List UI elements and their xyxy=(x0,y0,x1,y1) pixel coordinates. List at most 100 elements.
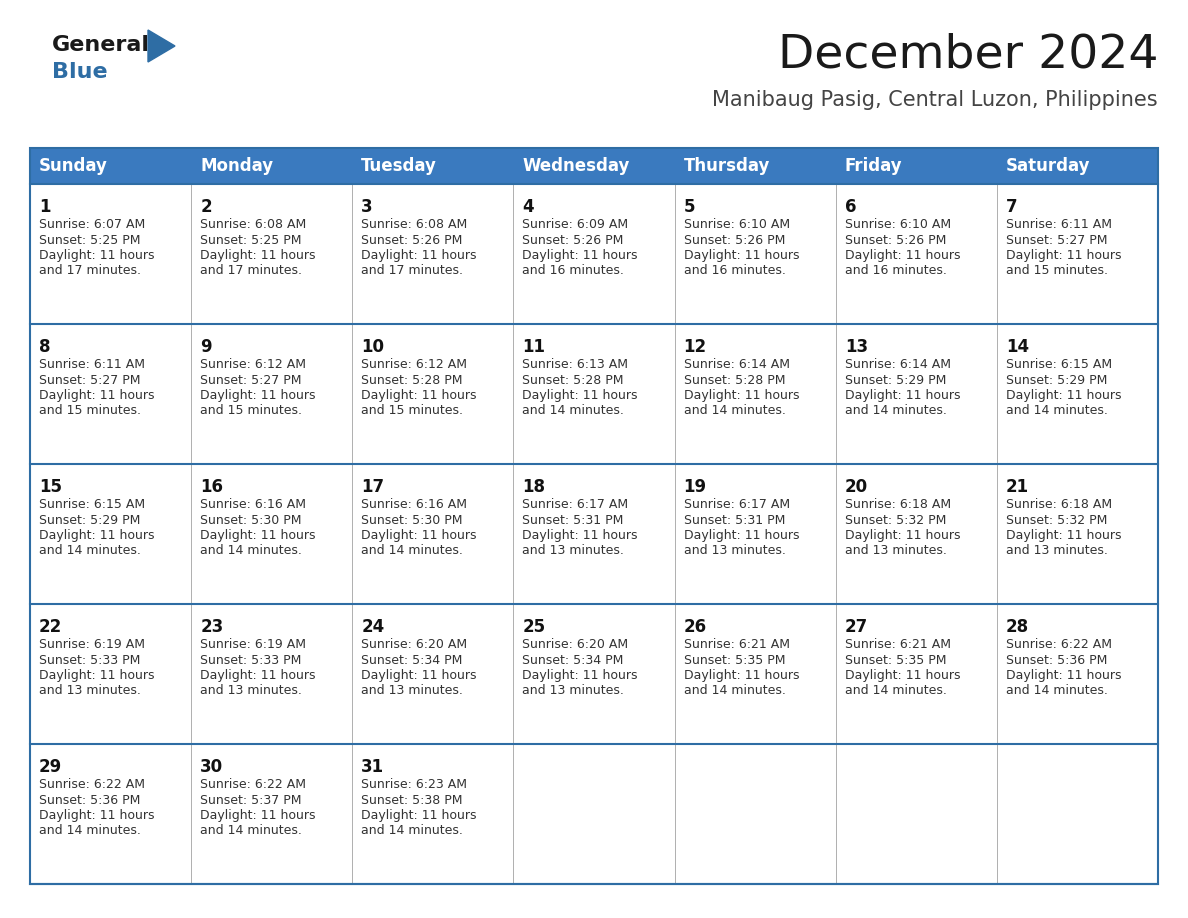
Text: and 14 minutes.: and 14 minutes. xyxy=(200,824,302,837)
Text: Daylight: 11 hours: Daylight: 11 hours xyxy=(523,669,638,682)
Text: Daylight: 11 hours: Daylight: 11 hours xyxy=(523,389,638,402)
Text: 1: 1 xyxy=(39,198,51,216)
Text: Sunset: 5:25 PM: Sunset: 5:25 PM xyxy=(200,233,302,247)
Text: 27: 27 xyxy=(845,618,868,636)
Text: and 14 minutes.: and 14 minutes. xyxy=(39,824,141,837)
Text: Sunset: 5:27 PM: Sunset: 5:27 PM xyxy=(200,374,302,386)
Text: Sunrise: 6:22 AM: Sunrise: 6:22 AM xyxy=(1006,638,1112,651)
Text: December 2024: December 2024 xyxy=(777,32,1158,77)
Text: Manibaug Pasig, Central Luzon, Philippines: Manibaug Pasig, Central Luzon, Philippin… xyxy=(713,90,1158,110)
Text: 18: 18 xyxy=(523,478,545,496)
Text: Sunset: 5:26 PM: Sunset: 5:26 PM xyxy=(845,233,946,247)
Text: Sunset: 5:38 PM: Sunset: 5:38 PM xyxy=(361,793,463,807)
Text: Sunset: 5:35 PM: Sunset: 5:35 PM xyxy=(845,654,946,666)
Text: Sunrise: 6:19 AM: Sunrise: 6:19 AM xyxy=(39,638,145,651)
Text: Daylight: 11 hours: Daylight: 11 hours xyxy=(523,529,638,542)
Text: Thursday: Thursday xyxy=(683,157,770,175)
Text: Daylight: 11 hours: Daylight: 11 hours xyxy=(845,669,960,682)
Bar xyxy=(835,148,997,184)
Text: and 13 minutes.: and 13 minutes. xyxy=(523,685,625,698)
Bar xyxy=(675,148,835,184)
Text: 11: 11 xyxy=(523,338,545,356)
Text: Sunrise: 6:22 AM: Sunrise: 6:22 AM xyxy=(39,778,145,791)
Text: 7: 7 xyxy=(1006,198,1017,216)
Text: Daylight: 11 hours: Daylight: 11 hours xyxy=(1006,529,1121,542)
Text: Tuesday: Tuesday xyxy=(361,157,437,175)
Text: Daylight: 11 hours: Daylight: 11 hours xyxy=(845,529,960,542)
Text: Wednesday: Wednesday xyxy=(523,157,630,175)
Text: Daylight: 11 hours: Daylight: 11 hours xyxy=(523,249,638,262)
Text: Sunrise: 6:11 AM: Sunrise: 6:11 AM xyxy=(1006,218,1112,231)
Text: 29: 29 xyxy=(39,758,62,776)
Text: and 14 minutes.: and 14 minutes. xyxy=(845,685,947,698)
Text: and 14 minutes.: and 14 minutes. xyxy=(683,405,785,418)
Text: and 14 minutes.: and 14 minutes. xyxy=(1006,405,1107,418)
Bar xyxy=(191,148,353,184)
Text: Daylight: 11 hours: Daylight: 11 hours xyxy=(683,529,800,542)
Bar xyxy=(30,184,1158,324)
Bar xyxy=(30,148,191,184)
Text: Sunset: 5:34 PM: Sunset: 5:34 PM xyxy=(361,654,462,666)
Text: Sunset: 5:29 PM: Sunset: 5:29 PM xyxy=(1006,374,1107,386)
Text: and 16 minutes.: and 16 minutes. xyxy=(683,264,785,277)
Text: 8: 8 xyxy=(39,338,51,356)
Text: and 13 minutes.: and 13 minutes. xyxy=(361,685,463,698)
Text: 30: 30 xyxy=(200,758,223,776)
Text: Sunrise: 6:14 AM: Sunrise: 6:14 AM xyxy=(845,358,950,371)
Text: Sunrise: 6:15 AM: Sunrise: 6:15 AM xyxy=(1006,358,1112,371)
Text: Sunrise: 6:11 AM: Sunrise: 6:11 AM xyxy=(39,358,145,371)
Text: and 14 minutes.: and 14 minutes. xyxy=(1006,685,1107,698)
Text: Daylight: 11 hours: Daylight: 11 hours xyxy=(1006,669,1121,682)
Text: Sunset: 5:30 PM: Sunset: 5:30 PM xyxy=(200,513,302,527)
Text: Daylight: 11 hours: Daylight: 11 hours xyxy=(39,389,154,402)
Text: General: General xyxy=(52,35,150,55)
Text: 14: 14 xyxy=(1006,338,1029,356)
Text: Sunrise: 6:08 AM: Sunrise: 6:08 AM xyxy=(200,218,307,231)
Text: Sunrise: 6:14 AM: Sunrise: 6:14 AM xyxy=(683,358,790,371)
Text: Sunset: 5:29 PM: Sunset: 5:29 PM xyxy=(845,374,946,386)
Text: 20: 20 xyxy=(845,478,868,496)
Text: Sunrise: 6:21 AM: Sunrise: 6:21 AM xyxy=(683,638,790,651)
Text: 9: 9 xyxy=(200,338,211,356)
Text: Sunrise: 6:20 AM: Sunrise: 6:20 AM xyxy=(361,638,467,651)
Text: Sunrise: 6:22 AM: Sunrise: 6:22 AM xyxy=(200,778,307,791)
Text: Sunset: 5:26 PM: Sunset: 5:26 PM xyxy=(523,233,624,247)
Text: and 16 minutes.: and 16 minutes. xyxy=(845,264,947,277)
Text: 2: 2 xyxy=(200,198,211,216)
Text: 5: 5 xyxy=(683,198,695,216)
Text: 3: 3 xyxy=(361,198,373,216)
Text: Blue: Blue xyxy=(52,62,108,82)
Text: 10: 10 xyxy=(361,338,384,356)
Text: Sunset: 5:28 PM: Sunset: 5:28 PM xyxy=(523,374,624,386)
Text: and 17 minutes.: and 17 minutes. xyxy=(361,264,463,277)
Text: Daylight: 11 hours: Daylight: 11 hours xyxy=(39,809,154,822)
Text: Friday: Friday xyxy=(845,157,903,175)
Text: Sunrise: 6:10 AM: Sunrise: 6:10 AM xyxy=(683,218,790,231)
Text: Sunrise: 6:17 AM: Sunrise: 6:17 AM xyxy=(683,498,790,511)
Text: 28: 28 xyxy=(1006,618,1029,636)
Text: Sunset: 5:37 PM: Sunset: 5:37 PM xyxy=(200,793,302,807)
Bar xyxy=(30,464,1158,604)
Text: Sunrise: 6:13 AM: Sunrise: 6:13 AM xyxy=(523,358,628,371)
Text: and 17 minutes.: and 17 minutes. xyxy=(39,264,141,277)
Text: Sunset: 5:35 PM: Sunset: 5:35 PM xyxy=(683,654,785,666)
Text: Daylight: 11 hours: Daylight: 11 hours xyxy=(845,249,960,262)
Bar xyxy=(513,148,675,184)
Text: Daylight: 11 hours: Daylight: 11 hours xyxy=(39,529,154,542)
Text: and 15 minutes.: and 15 minutes. xyxy=(1006,264,1108,277)
Text: Sunrise: 6:20 AM: Sunrise: 6:20 AM xyxy=(523,638,628,651)
Text: Sunrise: 6:10 AM: Sunrise: 6:10 AM xyxy=(845,218,950,231)
Text: Monday: Monday xyxy=(200,157,273,175)
Text: Sunset: 5:26 PM: Sunset: 5:26 PM xyxy=(361,233,462,247)
Text: Daylight: 11 hours: Daylight: 11 hours xyxy=(361,809,476,822)
Text: Sunrise: 6:17 AM: Sunrise: 6:17 AM xyxy=(523,498,628,511)
Text: Sunrise: 6:12 AM: Sunrise: 6:12 AM xyxy=(361,358,467,371)
Text: Sunset: 5:27 PM: Sunset: 5:27 PM xyxy=(1006,233,1107,247)
Text: Daylight: 11 hours: Daylight: 11 hours xyxy=(1006,389,1121,402)
Text: Daylight: 11 hours: Daylight: 11 hours xyxy=(683,249,800,262)
Text: 12: 12 xyxy=(683,338,707,356)
Text: and 14 minutes.: and 14 minutes. xyxy=(845,405,947,418)
Text: Sunrise: 6:23 AM: Sunrise: 6:23 AM xyxy=(361,778,467,791)
Text: 16: 16 xyxy=(200,478,223,496)
Bar xyxy=(997,148,1158,184)
